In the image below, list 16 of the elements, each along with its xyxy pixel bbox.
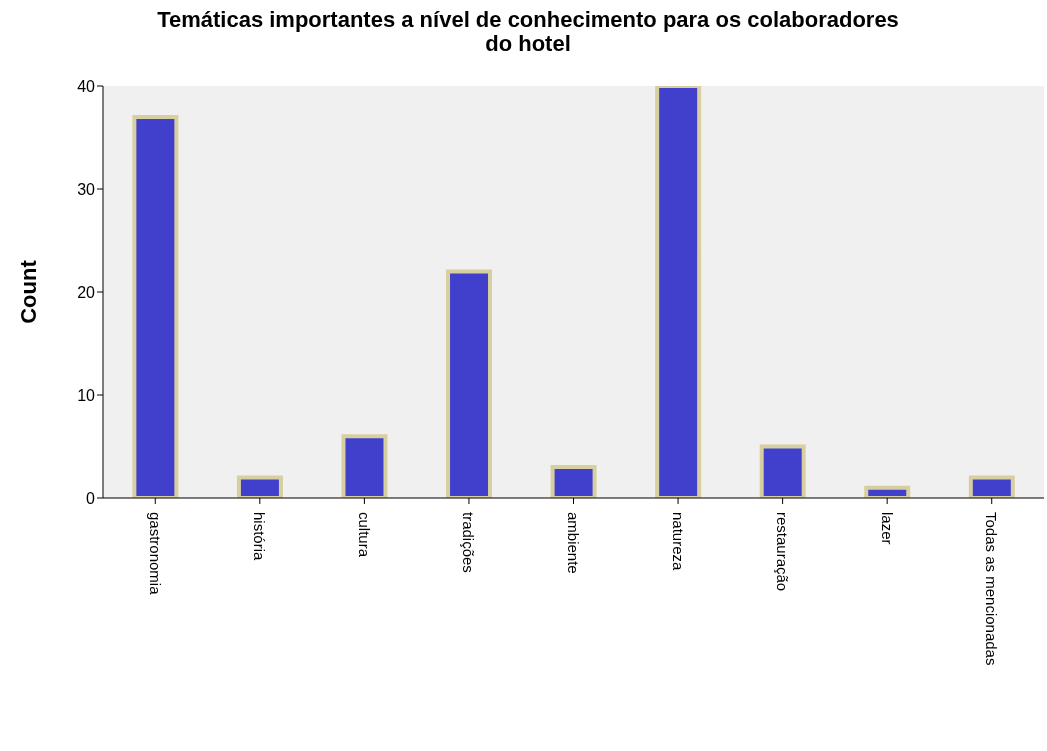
y-tick-label: 40 [77,77,96,95]
y-axis-title: Count [15,259,41,324]
x-tick-label: Todas as mencionadas [983,512,1001,666]
y-tick-label: 0 [86,489,96,507]
x-tick-label: lazer [878,512,896,545]
chart-title: Temáticas importantes a nível de conhecimento para os colaboradores do hotel [156,7,900,58]
y-tick-label: 30 [77,180,96,198]
x-tick-label: história [251,512,269,562]
x-tick-label: natureza [669,512,687,572]
x-tick-label: tradições [460,512,478,573]
x-tick-label: gastronomia [146,512,164,596]
y-tick-label: 10 [77,386,96,404]
x-tick-label: ambiente [565,512,582,574]
x-tick-label: restauração [774,512,792,592]
x-tick-label: cultura [355,512,373,558]
y-tick-label: 20 [77,283,96,301]
